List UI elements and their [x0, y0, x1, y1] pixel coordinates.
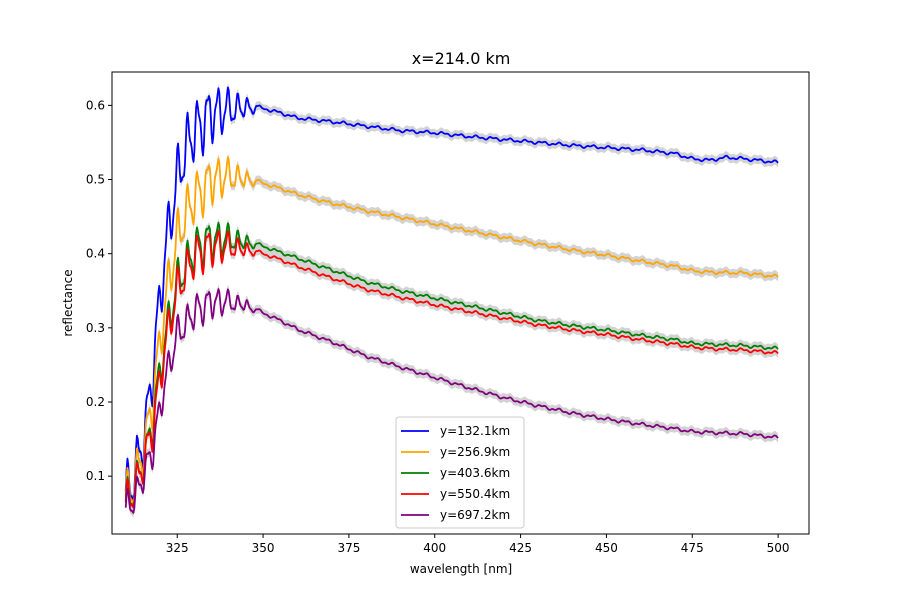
plot-frame	[111, 71, 810, 535]
y-tick-label: 0.5	[86, 173, 105, 187]
x-tick-label: 500	[767, 541, 790, 555]
x-axis: 325 350 375 400 425 450 475 500	[166, 534, 790, 555]
series-line	[124, 288, 779, 514]
x-tick-label: 400	[423, 541, 446, 555]
legend: y=132.1km y=256.9km y=403.6km y=550.4km y=69…	[395, 416, 525, 529]
x-tick-label: 375	[337, 541, 360, 555]
legend-label: y=256.9km	[440, 445, 510, 459]
chart-title: x=214.0 km	[412, 49, 511, 68]
x-tick-label: 325	[166, 541, 189, 555]
y-axis-label: reflectance	[61, 269, 75, 336]
legend-label: y=403.6km	[440, 466, 510, 480]
y-tick-label: 0.4	[86, 247, 105, 261]
series-line	[124, 229, 779, 509]
legend-box	[395, 416, 525, 529]
y-tick-label: 0.2	[86, 395, 105, 409]
x-tick-label: 475	[681, 541, 704, 555]
y-tick-label: 0.1	[86, 469, 105, 483]
series-lines	[124, 86, 779, 514]
series-line	[124, 156, 779, 505]
legend-label: y=697.2km	[440, 508, 510, 522]
y-tick-label: 0.3	[86, 321, 105, 335]
y-tick-label: 0.6	[86, 98, 105, 112]
x-tick-label: 425	[509, 541, 532, 555]
x-axis-label: wavelength [nm]	[410, 562, 512, 576]
series-line	[124, 86, 779, 502]
x-tick-label: 450	[595, 541, 618, 555]
legend-label: y=550.4km	[440, 487, 510, 501]
x-tick-label: 350	[252, 541, 275, 555]
y-axis: 0.1 0.2 0.3 0.4 0.5 0.6	[86, 98, 112, 483]
legend-label: y=132.1km	[440, 424, 510, 438]
series-line	[124, 221, 779, 508]
